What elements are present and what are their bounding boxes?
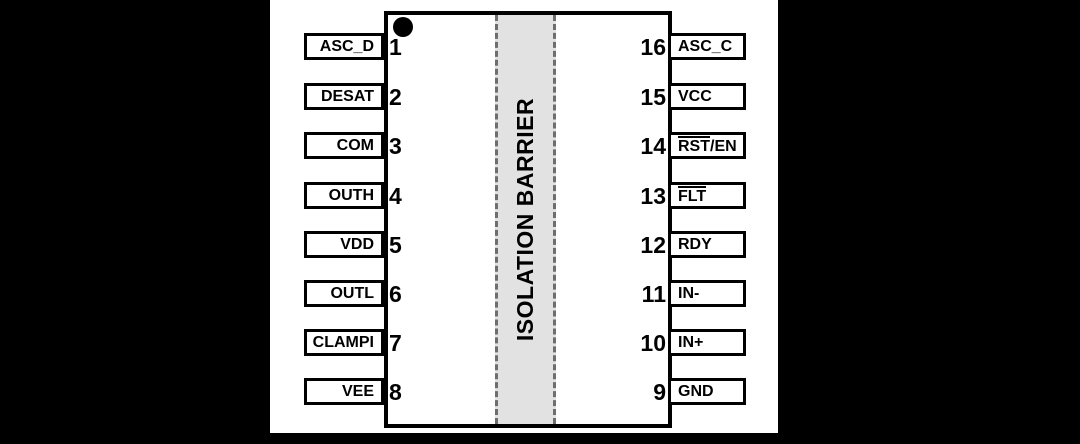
pin-13-label-box: FLT: [668, 182, 746, 209]
pin-9-label: GND: [678, 382, 714, 400]
overline-text: RST: [678, 136, 710, 155]
pin-12-label-box: RDY: [668, 231, 746, 258]
pin-14-label: RST/EN: [678, 136, 737, 155]
pin-14-number: 14: [640, 133, 666, 159]
pin-5-number: 5: [389, 232, 402, 258]
pin-7-label: CLAMPI: [312, 333, 374, 351]
pin-9-label-box: GND: [668, 378, 746, 405]
overline-text: FLT: [678, 186, 707, 205]
pin-3-label-box: COM: [304, 132, 384, 159]
pin-1-label: ASC_D: [319, 37, 374, 55]
pin-15-label-box: VCC: [668, 83, 746, 110]
pin-10-label-box: IN+: [668, 329, 746, 356]
pin-16-number: 16: [640, 34, 666, 60]
pin-6-label-box: OUTL: [304, 280, 384, 307]
pin-10-number: 10: [640, 330, 666, 356]
pin-13-number: 13: [640, 183, 666, 209]
pin-9-number: 9: [653, 379, 666, 405]
pin-10-label: IN+: [678, 333, 704, 351]
pin-8-label-box: VEE: [304, 378, 384, 405]
pin-12-label: RDY: [678, 235, 712, 253]
pin-5-label: VDD: [340, 235, 374, 253]
pin-11-label-box: IN-: [668, 280, 746, 307]
isolation-barrier-label: ISOLATION BARRIER: [512, 97, 538, 342]
pin-12-number: 12: [640, 232, 666, 258]
pin-15-label: VCC: [678, 87, 712, 105]
pin-6-number: 6: [389, 281, 402, 307]
pin-7-label-box: CLAMPI: [304, 329, 384, 356]
pin-7-number: 7: [389, 330, 402, 356]
pin-4-number: 4: [389, 183, 402, 209]
pin-8-label: VEE: [341, 382, 374, 400]
pin-16-label-box: ASC_C: [668, 33, 746, 60]
pin-13-label: FLT: [678, 186, 707, 205]
pin1-indicator-dot: [393, 17, 413, 37]
pin-11-number: 11: [641, 281, 666, 307]
isolation-barrier-band: ISOLATION BARRIER: [495, 15, 556, 424]
pin-1-number: 1: [389, 34, 402, 60]
pin-15-number: 15: [640, 84, 666, 110]
pin-6-label: OUTL: [330, 284, 374, 302]
pin-4-label: OUTH: [328, 186, 374, 204]
pin-2-label: DESAT: [320, 87, 374, 105]
pin-11-label: IN-: [678, 284, 700, 302]
pin-3-number: 3: [389, 133, 402, 159]
pin-16-label: ASC_C: [678, 37, 733, 55]
pin-2-label-box: DESAT: [304, 83, 384, 110]
pin-2-number: 2: [389, 84, 402, 110]
pin-5-label-box: VDD: [304, 231, 384, 258]
pin-4-label-box: OUTH: [304, 182, 384, 209]
pin-1-label-box: ASC_D: [304, 33, 384, 60]
pin-8-number: 8: [389, 379, 402, 405]
pin-3-label: COM: [336, 136, 374, 154]
pin-14-label-box: RST/EN: [668, 132, 746, 159]
